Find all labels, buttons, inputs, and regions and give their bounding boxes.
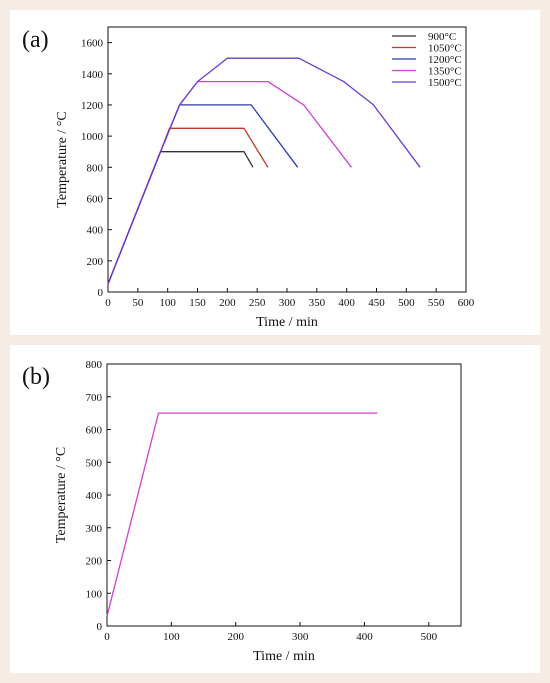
- chart-b-y-axis-title: Temperature / °C: [54, 447, 69, 543]
- chart-b-series-line-1: [106, 412, 378, 617]
- chart-b-plot-frame: [106, 363, 462, 627]
- chart-a-y-tick-label: 800: [87, 162, 104, 174]
- chart-b-panel-label: (b): [22, 364, 50, 390]
- chart-a-legend-label: 1500°C: [428, 77, 462, 89]
- chart-a-legend-label: 900°C: [428, 31, 456, 43]
- chart-a-panel-label: (a): [22, 27, 49, 53]
- chart-a-series-line-1: [107, 151, 254, 285]
- chart-a-x-tick-label: 250: [249, 297, 266, 309]
- chart-panel-b: 0 100 200 300 400 500 0 100 200 300 400 500 600 700 80…: [10, 345, 540, 673]
- chart-a-series-line-3: [107, 104, 299, 285]
- chart-a-x-tick-label: 150: [189, 297, 206, 309]
- chart-a-x-tick-label: 350: [309, 297, 326, 309]
- chart-a-legend-label: 1200°C: [428, 54, 462, 66]
- chart-b-y-tick-label: 400: [86, 490, 103, 502]
- chart-a-x-tick-label: 450: [368, 297, 385, 309]
- chart-b-y-tick-label: 800: [86, 359, 103, 371]
- chart-a-y-tick-label: 1200: [81, 100, 104, 112]
- chart-a-y-tick-label: 1000: [81, 131, 104, 143]
- chart-a-y-tick-label: 1600: [81, 38, 104, 50]
- chart-a-x-tick-label: 100: [159, 297, 176, 309]
- chart-b-y-tick-label: 200: [86, 556, 103, 568]
- chart-a-legend-label: 1050°C: [428, 43, 462, 55]
- chart-b-x-tick-label: 500: [421, 631, 438, 643]
- chart-panel-a: 0 50 100 150 200 250 300 350 400 450 500 550 600 0 200…: [10, 10, 540, 335]
- chart-b-x-tick-label: 0: [104, 631, 110, 643]
- chart-b-y-tick-label: 300: [86, 523, 103, 535]
- chart-a-x-tick-label: 550: [428, 297, 445, 309]
- chart-a-x-tick-label: 400: [338, 297, 355, 309]
- chart-a-plot-frame: [107, 26, 467, 293]
- chart-a-svg: 0 50 100 150 200 250 300 350 400 450 500 550 600 0 200…: [22, 26, 475, 330]
- chart-a-x-tick-label: 50: [132, 297, 144, 309]
- chart-a-y-tick-label: 0: [98, 287, 104, 299]
- chart-a-x-tick-label: 300: [279, 297, 296, 309]
- chart-a-y-tick-label: 1400: [81, 69, 104, 81]
- chart-b-y-tick-label: 600: [86, 425, 103, 437]
- chart-a-x-tick-label: 0: [105, 297, 111, 309]
- chart-a-y-axis-title: Temperature / °C: [55, 111, 70, 207]
- chart-a-x-axis-title: Time / min: [256, 315, 318, 330]
- chart-a-series-line-5: [107, 57, 421, 285]
- chart-b-svg: 0 100 200 300 400 500 0 100 200 300 400 500 600 700 80…: [22, 359, 462, 664]
- chart-a-series-line-4: [107, 80, 352, 285]
- chart-a-x-tick-label: 500: [398, 297, 415, 309]
- chart-b-x-tick-label: 100: [163, 631, 180, 643]
- chart-b-x-axis-title: Time / min: [253, 649, 315, 664]
- chart-b-y-tick-label: 500: [86, 457, 103, 469]
- chart-b-y-tick-label: 0: [97, 621, 103, 633]
- chart-b-x-tick-label: 200: [227, 631, 244, 643]
- chart-a-x-tick-label: 200: [219, 297, 236, 309]
- chart-a-x-tick-label: 600: [458, 297, 475, 309]
- chart-a-y-tick-label: 400: [87, 225, 104, 237]
- chart-a-legend-label: 1350°C: [428, 66, 462, 78]
- chart-b-x-tick-label: 400: [356, 631, 373, 643]
- chart-b-x-tick-label: 300: [292, 631, 309, 643]
- chart-a-y-tick-label: 200: [87, 256, 104, 268]
- chart-b-y-tick-label: 700: [86, 392, 103, 404]
- chart-b-y-tick-label: 100: [86, 588, 103, 600]
- chart-a-y-tick-label: 600: [87, 193, 104, 205]
